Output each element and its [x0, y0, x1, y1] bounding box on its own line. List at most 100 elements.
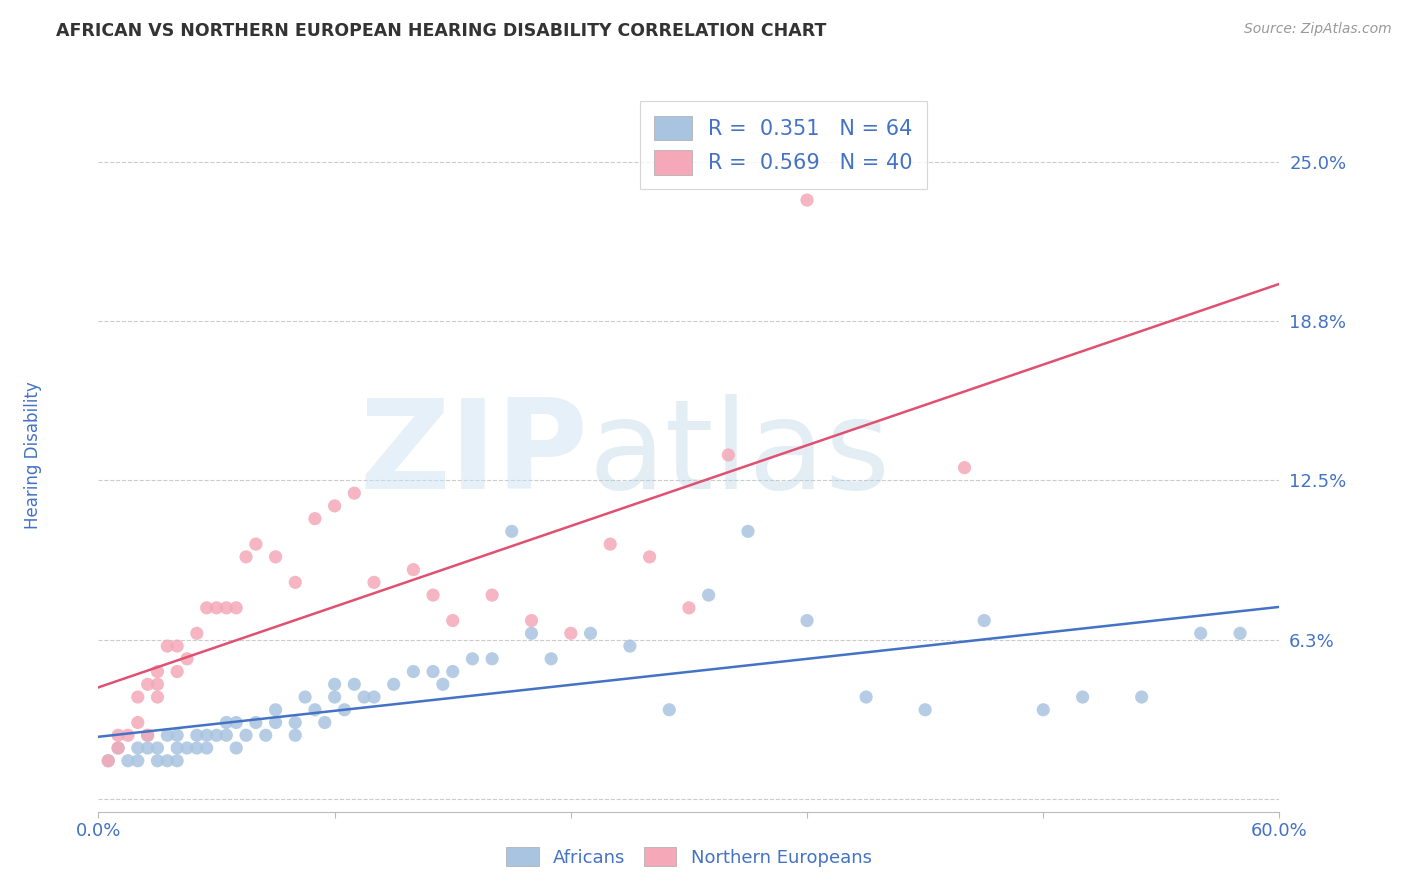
- Point: [264, 703, 287, 717]
- Point: [323, 499, 346, 513]
- Point: [97, 754, 120, 768]
- Point: [717, 448, 740, 462]
- Point: [156, 728, 179, 742]
- Point: [176, 652, 198, 666]
- Point: [953, 460, 976, 475]
- Point: [166, 728, 188, 742]
- Point: [156, 754, 179, 768]
- Point: [353, 690, 375, 704]
- Point: [195, 728, 218, 742]
- Point: [1189, 626, 1212, 640]
- Point: [97, 754, 120, 768]
- Text: AFRICAN VS NORTHERN EUROPEAN HEARING DISABILITY CORRELATION CHART: AFRICAN VS NORTHERN EUROPEAN HEARING DIS…: [56, 22, 827, 40]
- Point: [323, 677, 346, 691]
- Point: [1130, 690, 1153, 704]
- Point: [579, 626, 602, 640]
- Point: [363, 575, 385, 590]
- Point: [304, 703, 326, 717]
- Point: [422, 588, 444, 602]
- Point: [1071, 690, 1094, 704]
- Point: [432, 677, 454, 691]
- Point: [323, 690, 346, 704]
- Point: [225, 715, 247, 730]
- Point: [215, 600, 238, 615]
- Point: [1032, 703, 1054, 717]
- Point: [441, 614, 464, 628]
- Point: [146, 690, 169, 704]
- Point: [176, 741, 198, 756]
- Point: [461, 652, 484, 666]
- Point: [235, 549, 257, 564]
- Point: [117, 754, 139, 768]
- Point: [215, 715, 238, 730]
- Point: [225, 741, 247, 756]
- Point: [127, 741, 149, 756]
- Point: [136, 728, 159, 742]
- Point: [481, 588, 503, 602]
- Point: [245, 715, 267, 730]
- Point: [146, 665, 169, 679]
- Text: Hearing Disability: Hearing Disability: [24, 381, 42, 529]
- Point: [382, 677, 405, 691]
- Point: [215, 728, 238, 742]
- Point: [284, 575, 307, 590]
- Point: [146, 677, 169, 691]
- Point: [678, 600, 700, 615]
- Point: [127, 715, 149, 730]
- Point: [146, 741, 169, 756]
- Point: [501, 524, 523, 539]
- Point: [107, 741, 129, 756]
- Point: [146, 754, 169, 768]
- Point: [195, 600, 218, 615]
- Point: [294, 690, 316, 704]
- Point: [186, 626, 208, 640]
- Point: [343, 677, 366, 691]
- Point: [254, 728, 277, 742]
- Point: [205, 600, 228, 615]
- Point: [855, 690, 877, 704]
- Point: [914, 703, 936, 717]
- Point: [205, 728, 228, 742]
- Point: [520, 626, 543, 640]
- Point: [166, 639, 188, 653]
- Point: [343, 486, 366, 500]
- Point: [117, 728, 139, 742]
- Point: [658, 703, 681, 717]
- Point: [619, 639, 641, 653]
- Point: [225, 600, 247, 615]
- Point: [166, 754, 188, 768]
- Point: [235, 728, 257, 742]
- Point: [264, 549, 287, 564]
- Point: [136, 741, 159, 756]
- Point: [186, 728, 208, 742]
- Point: [333, 703, 356, 717]
- Point: [402, 665, 425, 679]
- Point: [127, 754, 149, 768]
- Point: [638, 549, 661, 564]
- Point: [314, 715, 336, 730]
- Point: [422, 665, 444, 679]
- Point: [796, 614, 818, 628]
- Point: [195, 741, 218, 756]
- Point: [166, 665, 188, 679]
- Point: [186, 741, 208, 756]
- Point: [245, 537, 267, 551]
- Point: [264, 715, 287, 730]
- Point: [560, 626, 582, 640]
- Point: [441, 665, 464, 679]
- Point: [136, 728, 159, 742]
- Point: [1229, 626, 1251, 640]
- Point: [973, 614, 995, 628]
- Point: [363, 690, 385, 704]
- Point: [520, 614, 543, 628]
- Text: Source: ZipAtlas.com: Source: ZipAtlas.com: [1244, 22, 1392, 37]
- Point: [166, 741, 188, 756]
- Text: atlas: atlas: [589, 394, 890, 516]
- Point: [697, 588, 720, 602]
- Point: [599, 537, 621, 551]
- Point: [107, 728, 129, 742]
- Point: [156, 639, 179, 653]
- Point: [127, 690, 149, 704]
- Point: [540, 652, 562, 666]
- Point: [284, 715, 307, 730]
